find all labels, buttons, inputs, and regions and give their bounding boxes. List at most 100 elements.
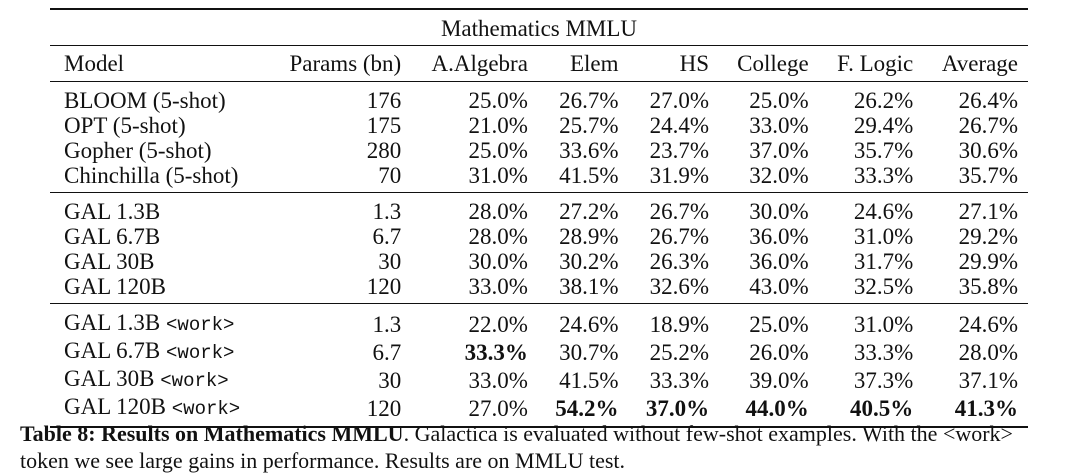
caption-label: Table 8: Results on Mathematics MMLU <box>20 421 404 446</box>
table-row: GAL 1.3B 1.3 28.0% 27.2% 26.7% 30.0% 24.6% 27.1… <box>50 192 1028 224</box>
score-cell: 27.2% <box>559 199 619 224</box>
table-row: GAL 120B 120 33.0% 38.1% 32.6% 43.0% 32.5% 35.8… <box>50 274 1028 304</box>
column-header: Params (bn) <box>289 51 402 76</box>
model-name: OPT (5-shot) <box>64 113 186 138</box>
table-row: GAL 30B <work> 30 33.0% 41.5% 33.3% 39.0% 37.3… <box>50 366 1028 394</box>
model-name-cell: GAL 1.3B <box>50 193 268 224</box>
model-name: GAL 30B <box>64 249 155 274</box>
score-cell: 32.0% <box>749 163 809 188</box>
score-cell: 24.4% <box>649 113 710 138</box>
score-cell: 28.9% <box>559 224 619 249</box>
score-cell: 30.6% <box>958 138 1018 163</box>
score-cell: 37.0% <box>749 138 809 163</box>
score-cell: 29.2% <box>958 224 1018 249</box>
model-name: GAL 1.3B <box>64 310 161 335</box>
score-cell: 44.0% <box>745 395 809 421</box>
score-cell: 25.7% <box>559 113 619 138</box>
model-name-cell: OPT (5-shot) <box>50 113 268 138</box>
score-cell: 28.0% <box>468 199 528 224</box>
table-row: GAL 6.7B 6.7 28.0% 28.9% 26.7% 36.0% 31.0% 29.2… <box>50 224 1028 249</box>
work-token-tag: <work> <box>166 314 235 336</box>
score-cell: 37.0% <box>645 395 710 421</box>
score-cell: 33.3% <box>464 339 528 365</box>
score-cell: 27.0% <box>649 88 710 113</box>
score-cell: 27.1% <box>958 199 1018 224</box>
params-cell: 120 <box>366 274 402 299</box>
model-name-cell: GAL 1.3B <work> <box>50 304 268 339</box>
score-cell: 43.0% <box>749 274 809 299</box>
score-cell: 26.3% <box>649 249 710 274</box>
params-cell: 280 <box>366 138 402 163</box>
model-name-cell: GAL 30B <box>50 249 268 274</box>
score-cell: 33.3% <box>853 163 914 188</box>
table-row: GAL 30B 30 30.0% 30.2% 26.3% 36.0% 31.7% 29.9% <box>50 249 1028 274</box>
score-cell: 29.4% <box>853 113 914 138</box>
score-cell: 33.0% <box>749 113 809 138</box>
score-cell: 36.0% <box>749 249 809 274</box>
params-cell: 70 <box>378 163 402 188</box>
table-row: GAL 6.7B <work> 6.7 33.3% 30.7% 25.2% 26.0% 33… <box>50 338 1028 366</box>
model-name-cell: GAL 120B <box>50 274 268 304</box>
results-table: Mathematics MMLU Model Params (bn) A.Algeb… <box>50 8 1028 428</box>
score-cell: 25.0% <box>468 138 528 163</box>
score-cell: 24.6% <box>559 311 619 337</box>
table-row: GAL 120B <work> 120 27.0% 54.2% 37.0% 44.0% 40… <box>50 394 1028 427</box>
caption-text: . Galactica is evaluated without few-sho… <box>20 421 1013 473</box>
score-cell: 27.0% <box>468 395 528 421</box>
model-name: GAL 120B <box>64 274 167 299</box>
score-cell: 37.3% <box>853 367 914 393</box>
score-cell: 29.9% <box>958 249 1018 274</box>
score-cell: 23.7% <box>649 138 710 163</box>
score-cell: 38.1% <box>559 274 619 299</box>
score-cell: 39.0% <box>749 367 809 393</box>
params-cell: 120 <box>366 395 402 421</box>
score-cell: 26.7% <box>649 199 710 224</box>
score-cell: 24.6% <box>958 311 1018 337</box>
model-name-cell: GAL 30B <work> <box>50 366 268 394</box>
column-header: A.Algebra <box>431 51 528 76</box>
score-cell: 26.7% <box>958 113 1018 138</box>
work-token-tag: <work> <box>171 398 241 420</box>
score-cell: 41.5% <box>559 367 619 393</box>
params-cell: 175 <box>366 113 402 138</box>
results-table-container: Mathematics MMLU Model Params (bn) A.Algeb… <box>50 8 1028 428</box>
score-cell: 25.0% <box>749 311 809 337</box>
column-header: Model <box>64 51 125 76</box>
score-cell: 30.0% <box>749 199 809 224</box>
score-cell: 30.0% <box>468 249 528 274</box>
score-cell: 32.5% <box>853 274 914 299</box>
work-token-tag: <work> <box>166 342 235 364</box>
model-name: GAL 6.7B <box>64 224 161 249</box>
model-name-cell: GAL 120B <work> <box>50 394 268 427</box>
score-cell: 26.7% <box>649 224 710 249</box>
score-cell: 35.8% <box>958 274 1018 299</box>
score-cell: 25.2% <box>649 339 710 365</box>
params-cell: 176 <box>366 88 402 113</box>
score-cell: 25.0% <box>468 88 528 113</box>
table-title: Mathematics MMLU <box>440 16 638 41</box>
score-cell: 35.7% <box>853 138 914 163</box>
score-cell: 33.3% <box>853 339 914 365</box>
params-cell: 1.3 <box>372 311 402 337</box>
score-cell: 41.5% <box>559 163 619 188</box>
score-cell: 31.0% <box>853 311 914 337</box>
score-cell: 21.0% <box>468 113 528 138</box>
score-cell: 26.7% <box>559 88 619 113</box>
model-name: GAL 120B <box>64 394 167 419</box>
score-cell: 30.7% <box>559 339 619 365</box>
model-name: GAL 1.3B <box>64 199 161 224</box>
score-cell: 31.0% <box>853 224 914 249</box>
params-cell: 1.3 <box>372 199 402 224</box>
work-token-tag: <work> <box>160 370 229 392</box>
score-cell: 33.0% <box>468 274 528 299</box>
score-cell: 25.0% <box>749 88 809 113</box>
model-name-cell: BLOOM (5-shot) <box>50 82 268 113</box>
score-cell: 28.0% <box>958 339 1018 365</box>
score-cell: 35.7% <box>958 163 1018 188</box>
column-header: Average <box>941 51 1018 76</box>
score-cell: 33.3% <box>649 367 710 393</box>
score-cell: 36.0% <box>749 224 809 249</box>
score-cell: 26.4% <box>958 88 1018 113</box>
score-cell: 41.3% <box>954 395 1018 421</box>
column-header: Elem <box>569 51 619 76</box>
